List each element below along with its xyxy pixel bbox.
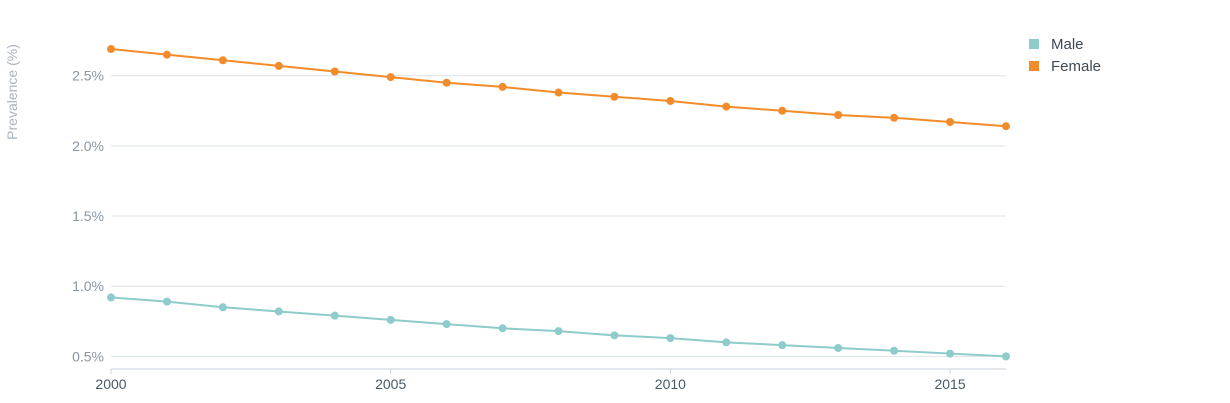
data-point-male[interactable] xyxy=(330,311,339,320)
data-point-male[interactable] xyxy=(274,307,283,316)
data-point-female[interactable] xyxy=(946,118,955,127)
series-line-male xyxy=(110,296,1007,358)
legend-item-female[interactable]: Female xyxy=(1029,55,1101,77)
data-point-male[interactable] xyxy=(778,341,787,350)
legend-swatch-female xyxy=(1029,61,1039,71)
x-axis-ticks: 2000 2005 2010 2015 xyxy=(95,369,966,392)
y-tick-label: 2.0% xyxy=(72,138,104,154)
data-point-female[interactable] xyxy=(218,56,227,65)
data-point-female[interactable] xyxy=(330,67,339,76)
data-point-male[interactable] xyxy=(666,334,675,343)
data-point-female[interactable] xyxy=(890,113,899,122)
legend-label-male: Male xyxy=(1051,35,1084,53)
data-point-male[interactable] xyxy=(946,349,955,358)
data-point-female[interactable] xyxy=(107,45,115,54)
data-point-male[interactable] xyxy=(386,315,395,324)
data-point-male[interactable] xyxy=(442,320,451,329)
y-axis-ticks: 0.5% 1.0% 1.5% 2.0% 2.5% xyxy=(72,68,104,365)
data-point-male[interactable] xyxy=(610,331,619,340)
data-point-female[interactable] xyxy=(162,50,171,59)
data-point-female[interactable] xyxy=(834,110,843,119)
data-point-male[interactable] xyxy=(554,327,563,336)
x-tick-label: 2010 xyxy=(655,376,686,392)
series-line-female xyxy=(110,48,1007,128)
data-point-male[interactable] xyxy=(890,346,899,355)
legend-item-male[interactable]: Male xyxy=(1029,33,1101,55)
y-tick-label: 1.5% xyxy=(72,208,104,224)
data-point-female[interactable] xyxy=(722,102,731,111)
y-tick-label: 1.0% xyxy=(72,278,104,294)
legend-swatch-male xyxy=(1029,39,1039,49)
data-point-male[interactable] xyxy=(498,324,507,333)
data-point-male[interactable] xyxy=(722,338,731,347)
data-point-female[interactable] xyxy=(386,73,395,82)
data-point-female[interactable] xyxy=(274,61,283,70)
data-point-female[interactable] xyxy=(442,78,451,87)
x-tick-label: 2000 xyxy=(95,376,126,392)
gridlines xyxy=(111,75,1006,357)
data-point-male[interactable] xyxy=(107,293,115,302)
x-tick-label: 2015 xyxy=(934,376,965,392)
data-point-female[interactable] xyxy=(610,92,619,101)
x-tick-label: 2005 xyxy=(375,376,406,392)
data-point-male[interactable] xyxy=(162,297,171,306)
legend-label-female: Female xyxy=(1051,57,1102,75)
legend: Male Female xyxy=(1029,33,1101,77)
data-point-female[interactable] xyxy=(498,82,507,91)
data-point-female[interactable] xyxy=(1002,122,1010,131)
data-point-female[interactable] xyxy=(778,106,787,115)
data-point-male[interactable] xyxy=(834,343,843,352)
series-lines xyxy=(107,45,1010,361)
data-point-male[interactable] xyxy=(218,303,227,312)
data-point-male[interactable] xyxy=(1002,352,1010,361)
data-point-female[interactable] xyxy=(666,96,675,105)
y-axis-title: Prevalence (%) xyxy=(4,44,20,140)
y-tick-label: 2.5% xyxy=(72,68,104,84)
data-point-female[interactable] xyxy=(554,88,563,97)
y-tick-label: 0.5% xyxy=(72,348,104,364)
